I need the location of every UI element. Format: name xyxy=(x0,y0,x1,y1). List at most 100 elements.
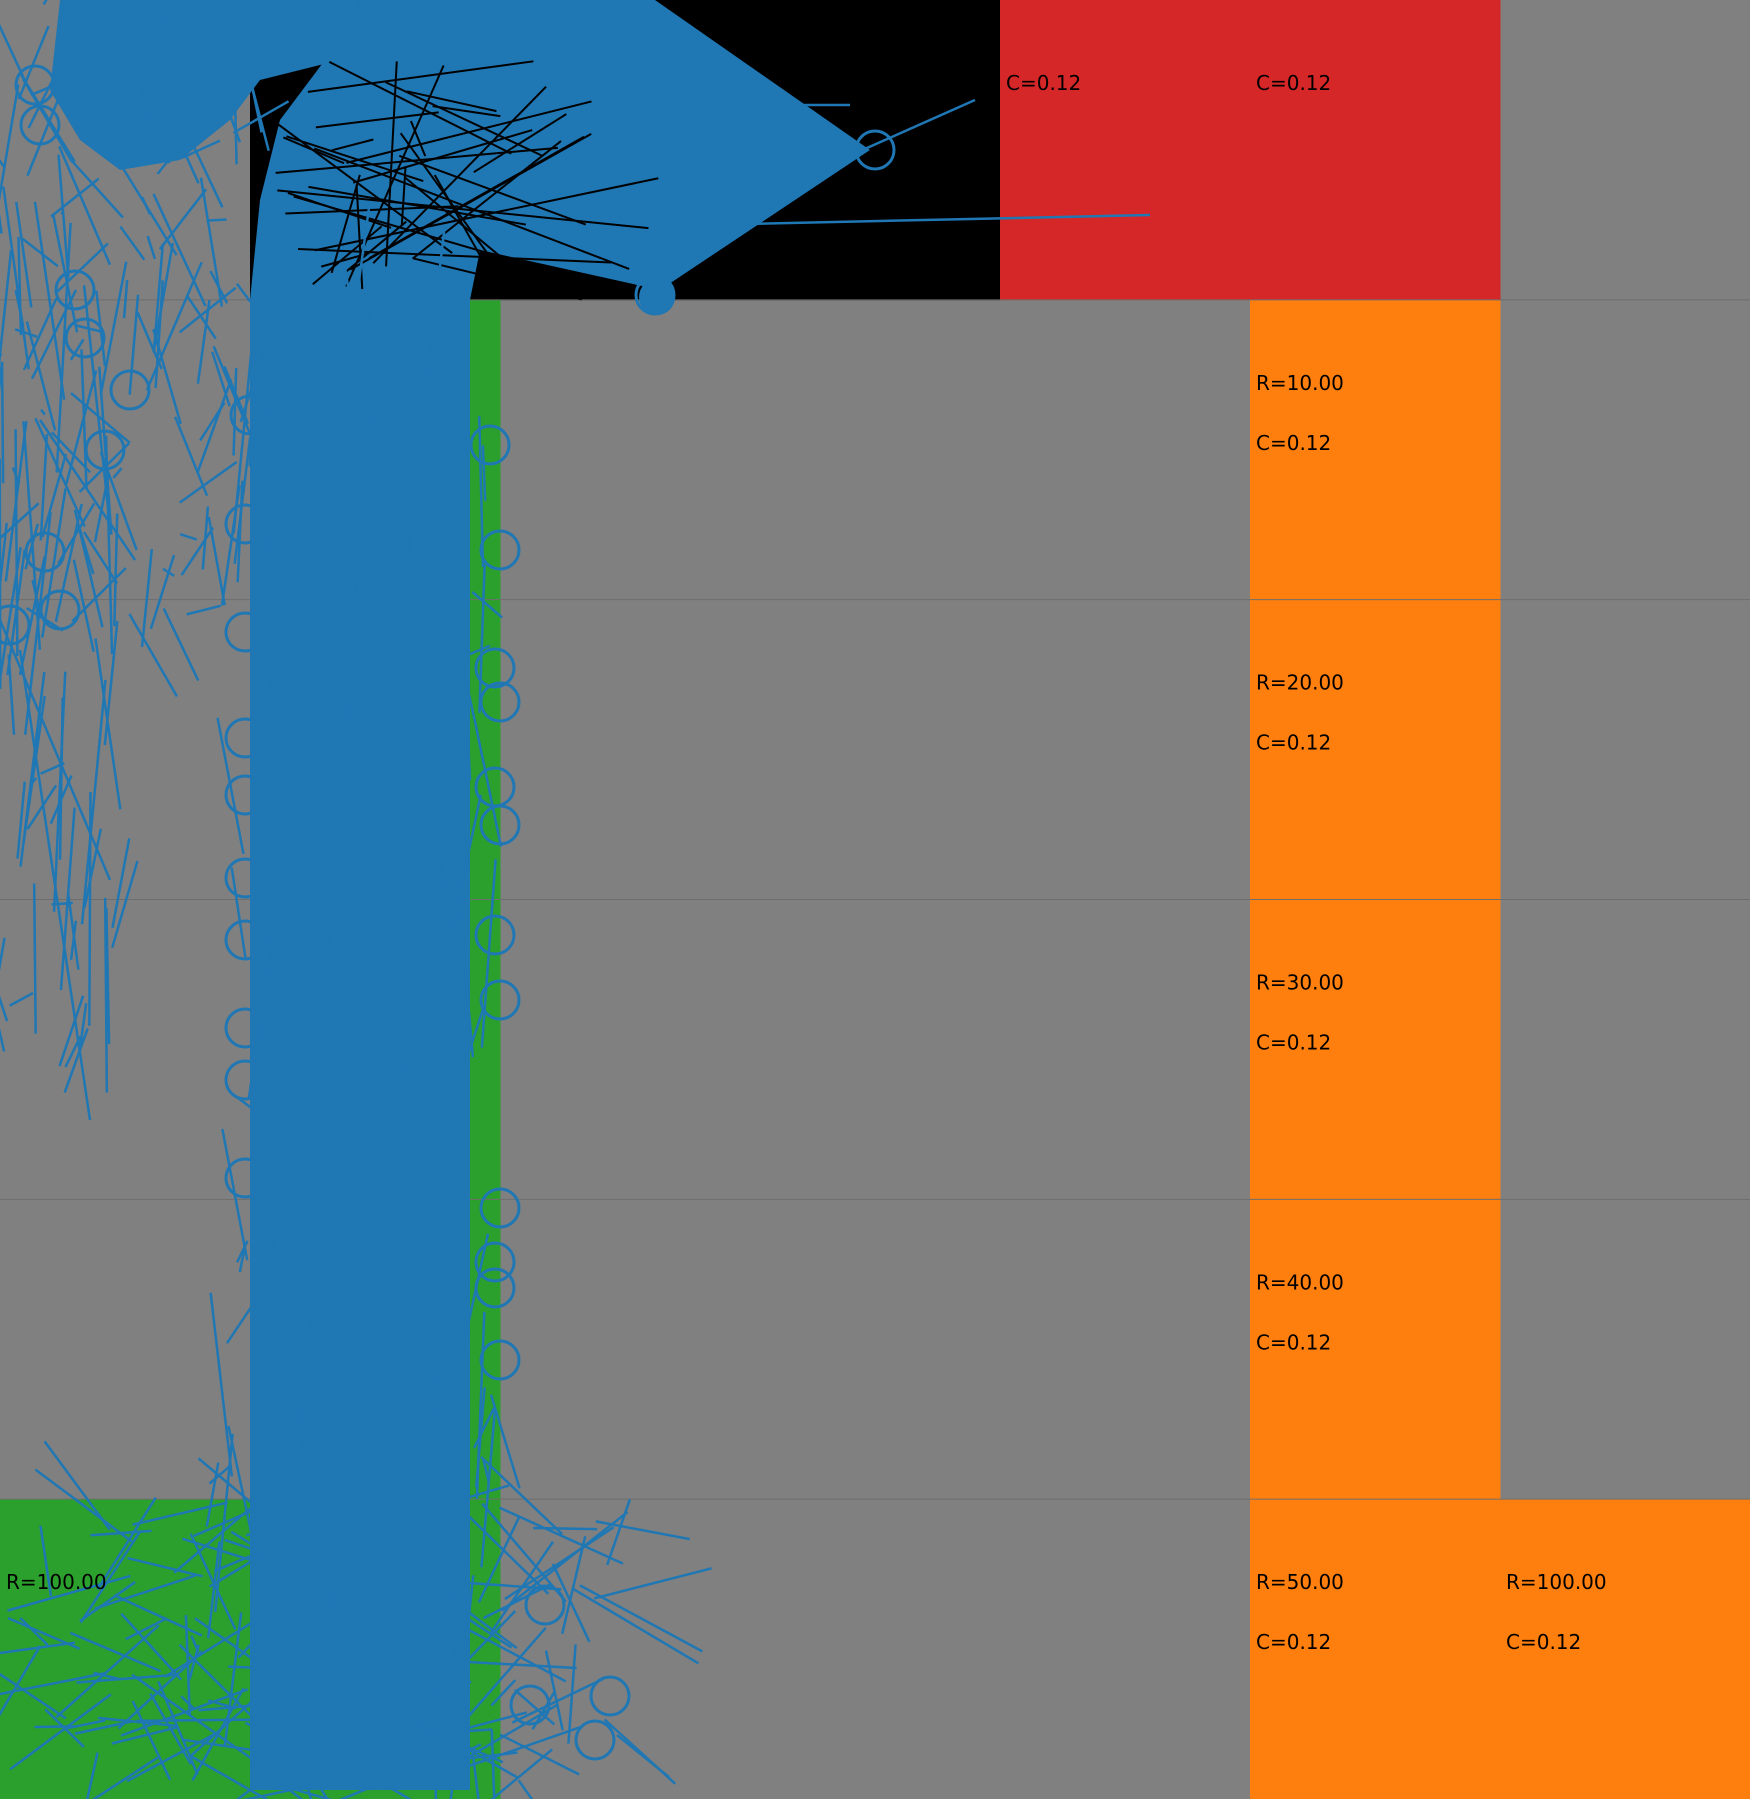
trajectory-stroke xyxy=(111,838,131,929)
trajectory-stroke xyxy=(254,306,278,403)
trajectory-stroke xyxy=(60,56,80,96)
trajectory-stroke xyxy=(184,1615,192,1715)
trajectory-endpoint-marker xyxy=(509,1684,551,1726)
trajectory-stroke xyxy=(306,1596,359,1661)
trajectory-stroke xyxy=(174,416,209,497)
trajectory-shadow-stroke xyxy=(400,166,407,225)
trajectory-stroke xyxy=(149,0,168,26)
trajectory-stroke xyxy=(481,445,487,501)
trajectory-stroke xyxy=(63,1719,106,1731)
trajectory-stroke xyxy=(348,1611,425,1643)
trajectory-stroke xyxy=(15,201,33,308)
cell-label: C=0.12 xyxy=(1256,1630,1331,1654)
trajectory-stroke xyxy=(421,828,451,840)
trajectory-endpoint-marker xyxy=(54,269,96,311)
trajectory-stroke xyxy=(417,1711,528,1743)
trajectory-stroke xyxy=(426,335,439,457)
trajectory-stroke xyxy=(18,556,46,676)
trajectory-stroke xyxy=(339,462,372,589)
trajectory-stroke xyxy=(0,1641,76,1655)
trajectory-stroke xyxy=(58,145,112,266)
cell-reward-r5c5 xyxy=(1250,1499,1501,1799)
trajectory-stroke xyxy=(66,892,80,970)
trajectory-stroke xyxy=(197,1457,288,1534)
trajectory-stroke xyxy=(173,1489,273,1574)
trajectory-stroke xyxy=(57,154,70,279)
trajectory-stroke xyxy=(199,177,224,307)
trajectory-stroke xyxy=(343,264,373,430)
trajectory-stroke xyxy=(446,1617,567,1683)
trajectory-stroke xyxy=(372,1553,388,1578)
trajectory-stroke xyxy=(236,480,244,583)
trajectory-long-stroke xyxy=(18,649,92,1121)
trajectory-stroke xyxy=(126,1732,216,1783)
trajectory-stroke xyxy=(112,467,123,479)
trajectory-endpoint-marker xyxy=(224,611,266,653)
trajectory-stroke xyxy=(421,997,452,1038)
trajectory-stroke xyxy=(0,249,13,364)
trajectory-endpoint-marker xyxy=(39,589,81,631)
trajectory-stroke xyxy=(0,1672,67,1720)
trajectory-stroke xyxy=(26,72,70,177)
trajectory-stroke xyxy=(82,285,111,524)
trajectory-stroke xyxy=(90,1529,152,1537)
trajectory-shadow-stroke xyxy=(269,117,453,254)
trajectory-stroke xyxy=(405,423,412,559)
trajectory-long-stroke xyxy=(38,419,137,561)
trajectory-stroke xyxy=(103,897,109,1093)
trajectory-stroke xyxy=(489,1394,521,1489)
trajectory-stroke xyxy=(125,1617,168,1641)
trajectory-stroke xyxy=(27,41,73,129)
trajectory-stroke xyxy=(0,159,6,168)
trajectory-stroke xyxy=(94,1574,196,1610)
cell-label: C=0.12 xyxy=(1506,1630,1581,1654)
trajectory-stroke xyxy=(477,1517,520,1603)
trajectory-endpoint-marker xyxy=(14,64,56,106)
trajectory-stroke xyxy=(83,828,103,908)
trajectory-stroke xyxy=(0,1671,107,1696)
trajectory-stroke xyxy=(407,963,439,1020)
trajectory-shadow-stroke xyxy=(330,174,361,274)
trajectory-stroke xyxy=(325,1683,362,1709)
trajectory-stroke xyxy=(190,1635,200,1653)
cell-label: R=100.00 xyxy=(1506,1570,1607,1594)
trajectory-stroke xyxy=(481,1457,490,1483)
cell-reward-r2c5 xyxy=(1250,599,1501,900)
trajectory-shadow-stroke xyxy=(315,111,439,129)
trajectory-stroke xyxy=(437,355,453,419)
trajectory-stroke xyxy=(480,1409,497,1568)
labels-layer: C=0.12 C=0.12 R=10.00 C=0.12 R=20.00 C=0.12 R=… xyxy=(6,71,1607,1654)
trajectory-stroke xyxy=(227,1425,255,1544)
trajectory-stroke xyxy=(137,19,148,119)
trajectory-stroke xyxy=(157,93,200,184)
trajectory-stroke xyxy=(403,785,418,957)
trajectory-stroke xyxy=(310,1072,333,1118)
trajectory-stroke xyxy=(156,139,186,175)
trajectory-stroke xyxy=(344,656,359,792)
cell-label: C=0.12 xyxy=(1256,1031,1331,1055)
trajectory-stroke xyxy=(414,1484,510,1515)
trajectory-endpoint-marker xyxy=(224,857,266,899)
trajectory-stroke xyxy=(140,548,154,648)
trajectory-stroke xyxy=(239,334,270,423)
trajectory-stroke xyxy=(232,367,238,456)
trajectory-stroke xyxy=(480,1455,563,1536)
trajectory-stroke xyxy=(25,321,57,431)
trajectory-stroke xyxy=(34,417,86,528)
trajectory-stroke xyxy=(436,1751,518,1764)
trajectory-endpoint-marker xyxy=(479,804,521,846)
trajectory-stroke xyxy=(327,716,353,828)
trajectory-stroke xyxy=(216,717,245,855)
trajectory-shadow-stroke xyxy=(352,129,533,184)
trajectory-stroke xyxy=(0,995,9,1022)
trajectory-stroke xyxy=(69,158,124,219)
cell-reward-r4c5 xyxy=(1250,1199,1501,1500)
trajectory-stroke xyxy=(50,177,100,218)
trajectory-stroke xyxy=(572,1588,700,1665)
trajectory-stroke xyxy=(236,1755,295,1799)
trajectory-stroke xyxy=(58,995,85,1067)
trajectory-stroke xyxy=(490,1679,517,1707)
trajectory-stroke xyxy=(269,923,273,1004)
trajectory-stroke xyxy=(312,891,343,902)
trajectory-stroke xyxy=(230,867,248,961)
